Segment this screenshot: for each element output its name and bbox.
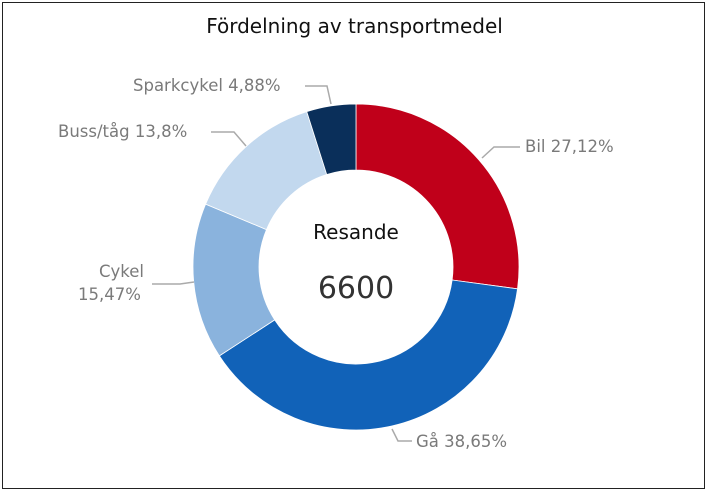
center-label: Resande — [313, 220, 399, 244]
center-value: 6600 — [317, 271, 395, 306]
slice-label-cykel-name: Cykel — [99, 262, 144, 281]
slice-label-ga: Gå 38,65% — [416, 432, 508, 451]
leader-line-sparkcykel — [305, 85, 332, 105]
slice-buss-tåg — [205, 111, 328, 231]
slice-sparkcykel — [306, 103, 357, 176]
slice-label-cykel-value: 15,47% — [78, 285, 141, 304]
slice-label-bil: Bil 27,12% — [525, 137, 614, 156]
slice-label-sparkcykel: Sparkcykel 4,88% — [133, 76, 281, 95]
leader-line-ga — [391, 428, 412, 442]
slice-gå — [218, 279, 518, 431]
slice-label-buss: Buss/tåg 13,8% — [58, 122, 188, 141]
leader-line-cykel — [152, 281, 195, 285]
slice-bil — [355, 103, 520, 290]
chart-frame — [2, 2, 705, 489]
leader-line-buss — [211, 131, 247, 147]
leader-line-bil — [481, 146, 520, 159]
chart-title: Fördelning av transportmedel — [206, 14, 503, 38]
